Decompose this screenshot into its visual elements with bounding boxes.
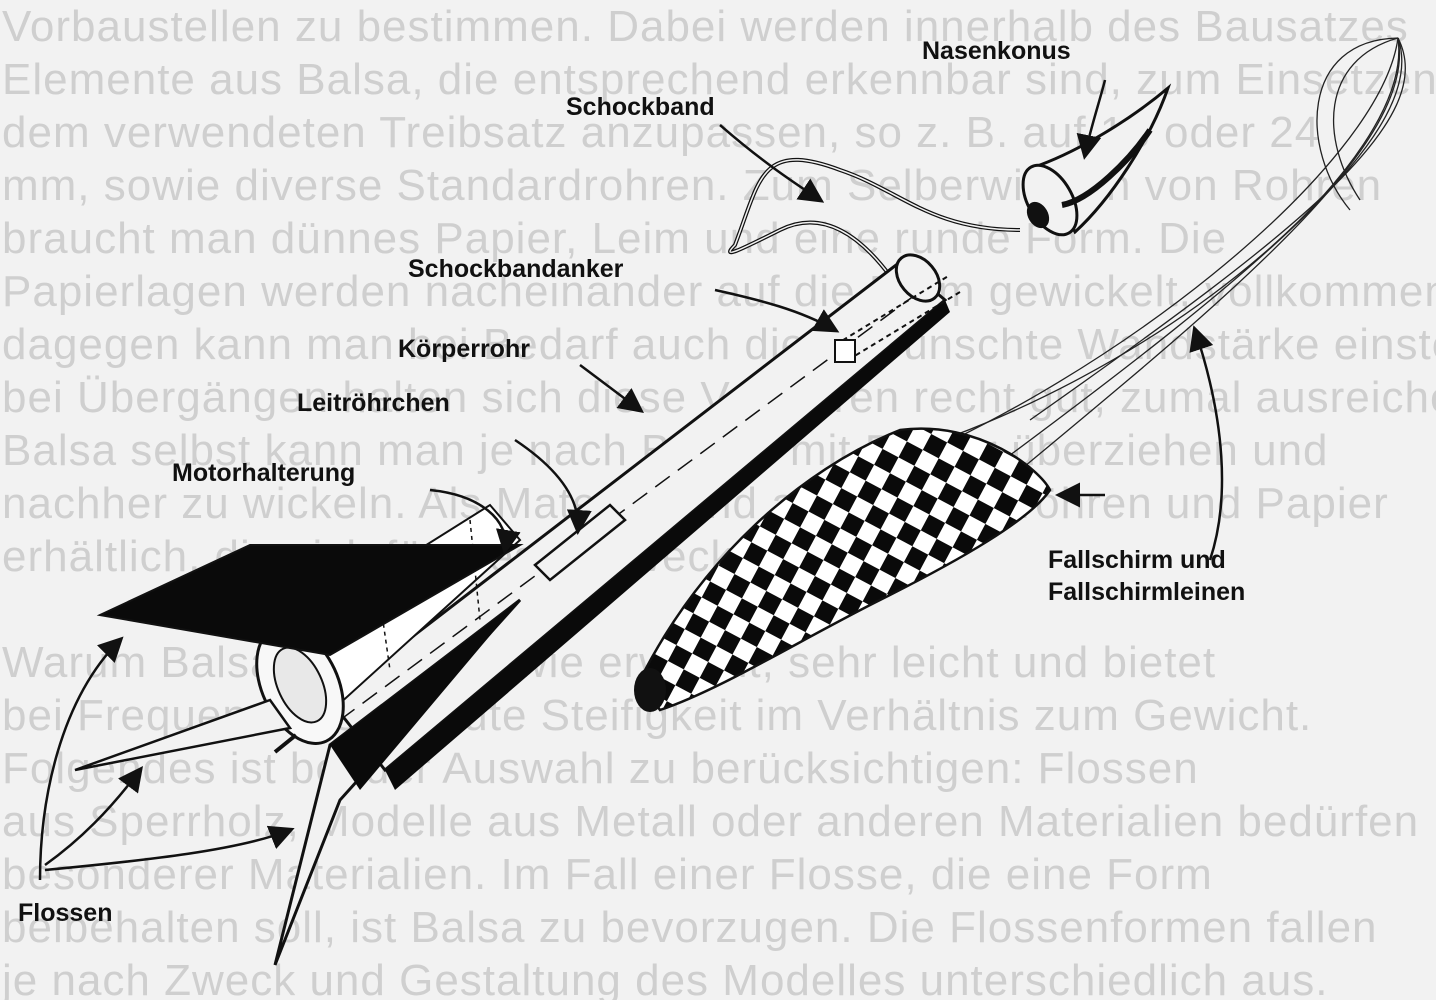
arrow-fin-top xyxy=(38,636,124,881)
leader-lines xyxy=(38,79,1224,881)
label-shock-cord: Schockband xyxy=(566,93,715,121)
label-body-tube: Körperrohr xyxy=(398,335,530,363)
label-fins: Flossen xyxy=(18,899,113,927)
arrow-fin-right xyxy=(44,825,295,872)
background-text-line: je nach Zweck und Gestaltung des Modelle… xyxy=(2,956,1329,1000)
background-text-line: Warum Balsa? Balsa ist, wie erwähnt, seh… xyxy=(2,638,1217,687)
shock-cord-anchor xyxy=(834,274,961,363)
background-text-line: Elemente aus Balsa, die entsprechend erk… xyxy=(2,55,1436,104)
label-motor-mount: Motorhalterung xyxy=(172,459,356,487)
label-parachute-line1: Fallschirm und xyxy=(1048,546,1226,574)
arrow-launch-lug xyxy=(514,438,592,535)
label-launch-lug: Leitröhrchen xyxy=(297,389,450,417)
parachute xyxy=(634,427,1052,712)
background-text-line: beibehalten soll, ist Balsa zu bevorzuge… xyxy=(2,903,1378,952)
background-text-line: Folgendes ist bei der Auswahl zu berücks… xyxy=(2,744,1199,793)
background-text-line: braucht man dünnes Papier, Leim und eine… xyxy=(2,214,1228,263)
arrow-parachute-lines xyxy=(1189,325,1224,561)
arrow-body-tube xyxy=(579,363,644,413)
arrow-nose-cone xyxy=(1076,79,1107,160)
background-text-line: besonderer Materialien. Im Fall einer Fl… xyxy=(2,850,1213,899)
background-text-line: mm, sowie diverse Standardrohren. Zum Se… xyxy=(2,161,1383,210)
label-nose-cone: Nasenkonus xyxy=(922,37,1071,65)
label-shock-cord-anchor: Schockbandanker xyxy=(408,255,624,283)
fins xyxy=(74,544,524,966)
arrow-shock-cord-anchor xyxy=(714,288,840,333)
background-text-line: Vorbaustellen zu bestimmen. Dabei werden… xyxy=(2,2,1409,51)
arrow-fin-left xyxy=(44,766,144,867)
fin-left xyxy=(74,698,293,772)
background-text-line: aus Sperrholz, Modelle aus Metall oder a… xyxy=(2,797,1420,846)
parachute-tip xyxy=(634,668,666,712)
fin-right xyxy=(273,598,522,966)
parachute-lines xyxy=(859,37,1406,521)
label-parachute-line2: Fallschirmleinen xyxy=(1048,578,1246,606)
label-parachute: Fallschirm und Fallschirmleinen xyxy=(1048,544,1245,608)
arrow-motor-mount xyxy=(429,488,521,555)
nose-cone xyxy=(1021,83,1172,237)
shock-cord xyxy=(728,157,1021,292)
arrow-shock-cord xyxy=(719,124,825,203)
